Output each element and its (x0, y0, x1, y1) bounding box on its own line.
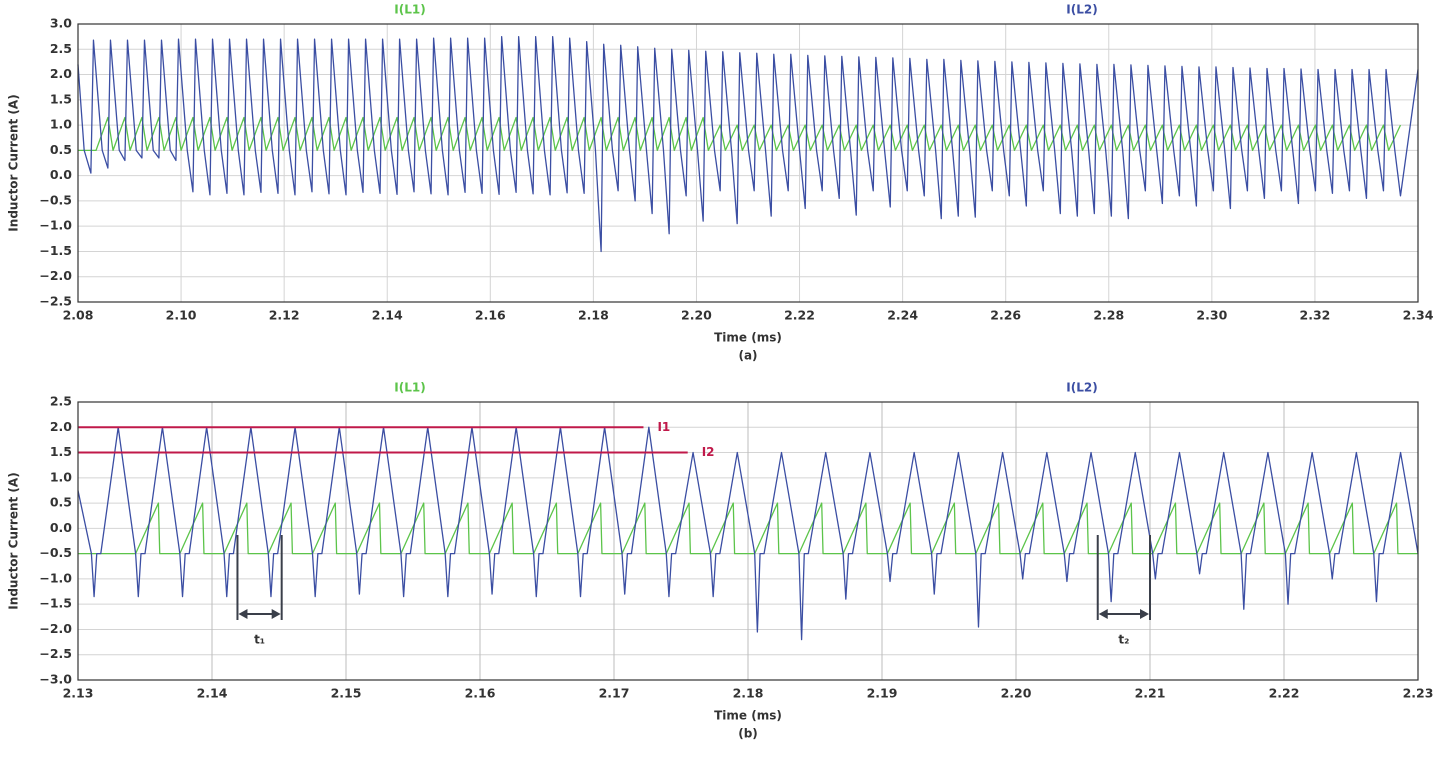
y-tick-label: −1.0 (39, 570, 72, 585)
caption: (a) (738, 349, 757, 363)
series-name: I(L1) (394, 3, 425, 17)
y-tick-label: 1.0 (50, 469, 72, 484)
series-name: I(L2) (1066, 381, 1097, 395)
y-tick-label: 0.0 (50, 167, 72, 182)
series-name: I(L2) (1066, 3, 1097, 17)
y-tick-label: −2.5 (39, 294, 72, 309)
caption: (b) (738, 727, 758, 741)
interval-label: t₂ (1118, 633, 1129, 647)
x-tick-label: 2.23 (1403, 686, 1434, 701)
y-axis-label: Inductor Current (A) (7, 472, 21, 609)
y-tick-label: −2.5 (39, 646, 72, 661)
y-tick-label: 1.5 (50, 444, 72, 459)
y-tick-label: −1.5 (39, 243, 72, 258)
y-tick-label: −0.5 (39, 545, 72, 560)
x-tick-label: 2.16 (465, 686, 496, 701)
x-tick-label: 2.13 (63, 686, 94, 701)
y-tick-label: 0.5 (50, 142, 72, 157)
y-tick-label: −2.0 (39, 268, 72, 283)
x-tick-label: 2.14 (372, 308, 403, 323)
y-tick-label: 2.0 (50, 66, 72, 81)
y-tick-label: −2.0 (39, 621, 72, 636)
series-name: I(L1) (394, 381, 425, 395)
x-tick-label: 2.15 (331, 686, 362, 701)
x-tick-label: 2.18 (733, 686, 764, 701)
x-tick-label: 2.22 (784, 308, 815, 323)
x-tick-label: 2.20 (681, 308, 712, 323)
x-axis-label: Time (ms) (714, 331, 782, 345)
x-tick-label: 2.30 (1196, 308, 1227, 323)
x-tick-label: 2.32 (1300, 308, 1331, 323)
y-tick-label: −3.0 (39, 672, 72, 687)
y-tick-label: 2.5 (50, 41, 72, 56)
x-tick-label: 2.21 (1135, 686, 1166, 701)
plot-frame (77, 401, 1419, 681)
reference-label: I2 (702, 445, 715, 459)
interval-label: t₁ (254, 633, 265, 647)
x-axis-label: Time (ms) (714, 709, 782, 723)
plot-frame (77, 23, 1419, 303)
x-tick-label: 2.14 (197, 686, 228, 701)
y-tick-label: 1.5 (50, 91, 72, 106)
x-tick-label: 2.08 (63, 308, 94, 323)
y-tick-label: −1.5 (39, 596, 72, 611)
x-tick-label: 2.16 (475, 308, 506, 323)
x-tick-label: 2.10 (166, 308, 197, 323)
x-tick-label: 2.20 (1001, 686, 1032, 701)
series-line (77, 35, 1419, 253)
x-tick-label: 2.12 (269, 308, 300, 323)
x-tick-label: 2.26 (990, 308, 1021, 323)
y-tick-label: 3.0 (50, 16, 72, 31)
y-tick-label: −0.5 (39, 192, 72, 207)
y-tick-label: −1.0 (39, 218, 72, 233)
x-tick-label: 2.22 (1269, 686, 1300, 701)
arrow-head (238, 609, 281, 619)
y-tick-label: 2.5 (50, 394, 72, 409)
x-tick-label: 2.18 (578, 308, 609, 323)
y-tick-label: 1.0 (50, 117, 72, 132)
x-tick-label: 2.28 (1093, 308, 1124, 323)
y-tick-label: 0.0 (50, 520, 72, 535)
y-axis-label: Inductor Current (A) (7, 94, 21, 231)
x-tick-label: 2.17 (599, 686, 630, 701)
series-line (77, 426, 1419, 641)
y-tick-label: 0.5 (50, 495, 72, 510)
series-line (78, 502, 1418, 555)
x-tick-label: 2.19 (867, 686, 898, 701)
reference-label: I1 (657, 420, 670, 434)
x-tick-label: 2.34 (1403, 308, 1434, 323)
y-tick-label: 2.0 (50, 419, 72, 434)
x-tick-label: 2.24 (887, 308, 918, 323)
